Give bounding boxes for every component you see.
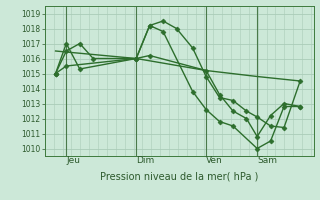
X-axis label: Pression niveau de la mer( hPa ): Pression niveau de la mer( hPa ) [100, 172, 258, 182]
Text: Sam: Sam [257, 156, 277, 165]
Text: Jeu: Jeu [66, 156, 80, 165]
Text: Dim: Dim [136, 156, 155, 165]
Text: Ven: Ven [206, 156, 223, 165]
